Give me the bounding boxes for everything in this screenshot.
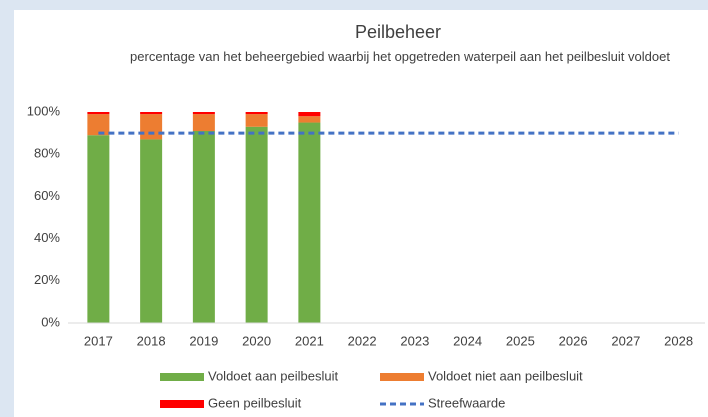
y-tick-label: 20%	[34, 272, 60, 287]
legend-label: Voldoet niet aan peilbesluit	[428, 368, 583, 383]
bar	[87, 114, 110, 136]
chart-title: Peilbeheer	[355, 22, 441, 42]
bar	[245, 126, 268, 324]
bar	[140, 112, 163, 115]
y-tick-label: 40%	[34, 230, 60, 245]
bar	[87, 135, 110, 323]
x-tick-label: 2018	[137, 333, 166, 348]
x-tick-label: 2026	[559, 333, 588, 348]
bar	[192, 112, 215, 115]
bar	[140, 139, 163, 323]
chart-subtitle: percentage van het beheergebied waarbij …	[130, 49, 670, 64]
legend-label: Geen peilbesluit	[208, 395, 302, 410]
bar	[245, 112, 268, 115]
legend-label: Voldoet aan peilbesluit	[208, 368, 338, 383]
x-tick-label: 2027	[611, 333, 640, 348]
x-tick-label: 2017	[84, 333, 113, 348]
legend-swatch	[160, 373, 204, 381]
y-tick-label: 80%	[34, 146, 60, 161]
bar	[298, 112, 321, 117]
bar	[298, 122, 321, 323]
legend-swatch	[380, 373, 424, 381]
legend-label: Streefwaarde	[428, 395, 505, 410]
x-tick-label: 2024	[453, 333, 482, 348]
bar	[140, 114, 163, 140]
bar	[87, 112, 110, 115]
bar	[245, 114, 268, 127]
chart-area	[14, 10, 708, 417]
legend-swatch	[160, 400, 204, 408]
bar	[192, 114, 215, 131]
x-tick-label: 2022	[348, 333, 377, 348]
x-tick-label: 2028	[664, 333, 693, 348]
y-tick-label: 0%	[41, 314, 60, 329]
bar	[192, 130, 215, 323]
x-tick-label: 2025	[506, 333, 535, 348]
x-tick-label: 2023	[400, 333, 429, 348]
x-tick-label: 2021	[295, 333, 324, 348]
x-tick-label: 2020	[242, 333, 271, 348]
x-tick-label: 2019	[189, 333, 218, 348]
y-tick-label: 60%	[34, 188, 60, 203]
bar	[298, 116, 321, 123]
y-tick-label: 100%	[27, 103, 61, 118]
